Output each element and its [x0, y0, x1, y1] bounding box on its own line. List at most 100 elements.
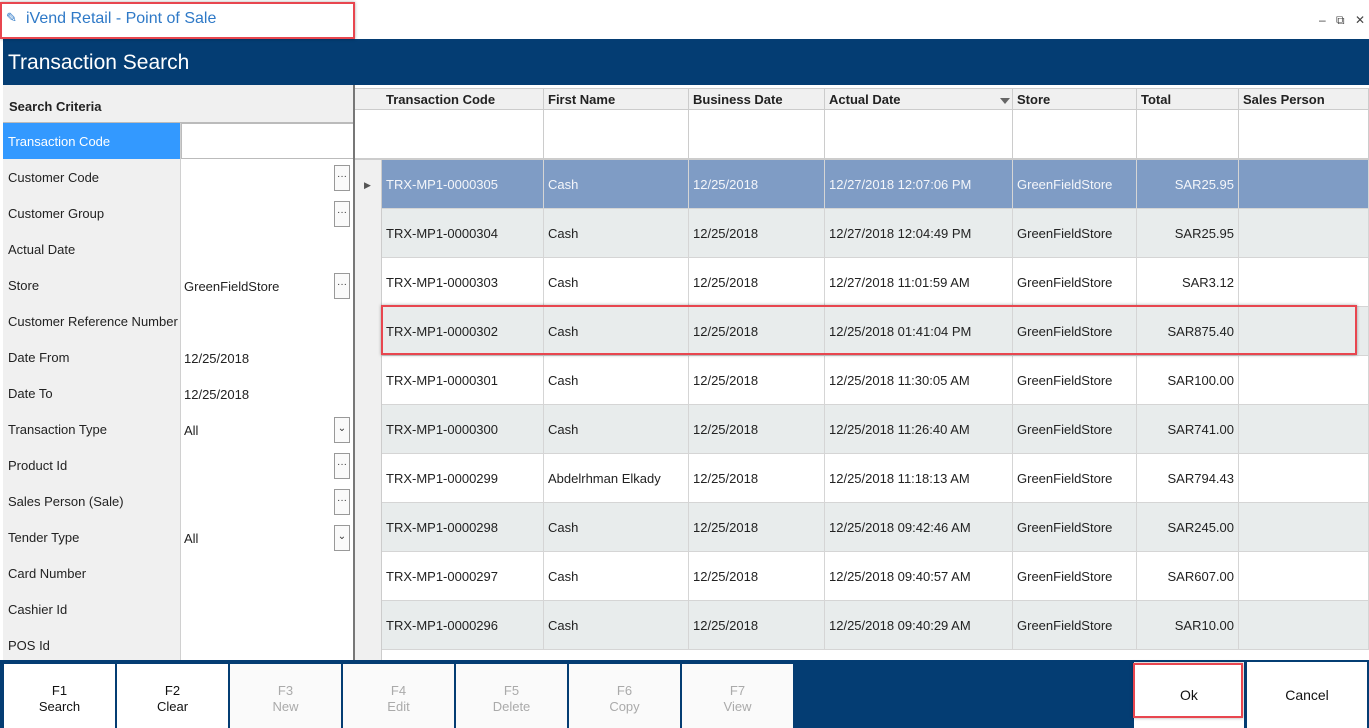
table-row[interactable]: TRX-MP1-0000302 Cash 12/25/2018 12/25/2018 …: [382, 307, 1369, 356]
customer-group-field[interactable]: [181, 195, 353, 231]
criteria-rows: Transaction Code Customer Code ··· Customer…: [3, 123, 353, 660]
store-field[interactable]: GreenFieldStore: [181, 267, 353, 303]
criteria-row: Transaction Code: [3, 123, 353, 159]
ellipsis-button[interactable]: ···: [334, 273, 350, 299]
new-button: F3 New: [230, 664, 341, 728]
function-button-label: Edit: [387, 699, 410, 714]
table-row[interactable]: TRX-MP1-0000299 Abdelrhman Elkady 12/25/20…: [382, 454, 1369, 503]
table-cell: [1239, 356, 1369, 405]
copy-button: F6 Copy: [569, 664, 680, 728]
table-cell: TRX-MP1-0000299: [382, 454, 544, 503]
table-cell: GreenFieldStore: [1013, 356, 1137, 405]
ellipsis-button[interactable]: ···: [334, 489, 350, 515]
transaction-type-field[interactable]: All: [181, 411, 353, 447]
table-row[interactable]: TRX-MP1-0000303 Cash 12/25/2018 12/27/2018 …: [382, 258, 1369, 307]
sales-person-sale-field[interactable]: [181, 483, 353, 519]
function-button-label: Clear: [156, 699, 189, 714]
filter-cell-actual-date[interactable]: [825, 110, 1013, 158]
table-row[interactable]: TRX-MP1-0000300 Cash 12/25/2018 12/25/2018 …: [382, 405, 1369, 454]
ellipsis-button[interactable]: ···: [334, 165, 350, 191]
table-cell: SAR3.12: [1137, 258, 1239, 307]
column-header-actual-date[interactable]: Actual Date: [825, 89, 1013, 111]
table-cell: GreenFieldStore: [1013, 209, 1137, 258]
product-id-field[interactable]: [181, 447, 353, 483]
table-row[interactable]: TRX-MP1-0000297 Cash 12/25/2018 12/25/2018 …: [382, 552, 1369, 601]
table-cell: 12/25/2018: [689, 307, 825, 356]
table-cell: 12/25/2018 11:30:05 AM: [825, 356, 1013, 405]
filter-cell-total[interactable]: [1137, 110, 1239, 158]
table-cell: Cash: [544, 552, 689, 601]
table-cell: TRX-MP1-0000304: [382, 209, 544, 258]
criteria-label-cashier-id: Cashier Id: [3, 591, 181, 627]
ellipsis-button[interactable]: ···: [334, 453, 350, 479]
table-cell: Cash: [544, 503, 689, 552]
date-from-field[interactable]: 12/25/2018: [181, 339, 353, 375]
filter-cell-store[interactable]: [1013, 110, 1137, 158]
criteria-row: Date To 12/25/2018: [3, 375, 353, 411]
column-header-first-name[interactable]: First Name: [544, 89, 689, 111]
table-cell: 12/25/2018 01:41:04 PM: [825, 307, 1013, 356]
page-title: Transaction Search: [8, 51, 190, 74]
criteria-label-store: Store: [3, 267, 181, 303]
function-button-label: View: [723, 699, 752, 714]
table-row[interactable]: TRX-MP1-0000305 Cash 12/25/2018 12/27/2018 …: [382, 160, 1369, 209]
criteria-row: Store GreenFieldStore ···: [3, 267, 353, 303]
column-header-store[interactable]: Store: [1013, 89, 1137, 111]
table-cell: TRX-MP1-0000305: [382, 160, 544, 209]
table-cell: [1239, 454, 1369, 503]
table-cell: [1239, 552, 1369, 601]
chevron-down-icon[interactable]: ⌄: [334, 417, 350, 443]
tender-type-field[interactable]: All: [181, 519, 353, 555]
criteria-row: Tender Type All ⌄: [3, 519, 353, 555]
cancel-button[interactable]: Cancel: [1247, 662, 1367, 728]
table-cell: TRX-MP1-0000298: [382, 503, 544, 552]
cashier-id-field[interactable]: [181, 591, 353, 627]
criteria-label-product-id: Product Id: [3, 447, 181, 483]
column-header-business-date[interactable]: Business Date: [689, 89, 825, 111]
filter-cell-sales-person[interactable]: [1239, 110, 1369, 158]
restore-button[interactable]: ⧉: [1336, 13, 1345, 27]
column-header-transaction-code[interactable]: Transaction Code: [382, 89, 544, 111]
table-row[interactable]: TRX-MP1-0000301 Cash 12/25/2018 12/25/2018 …: [382, 356, 1369, 405]
table-cell: SAR245.00: [1137, 503, 1239, 552]
criteria-label-customer-group: Customer Group: [3, 195, 181, 231]
table-cell: GreenFieldStore: [1013, 307, 1137, 356]
close-button[interactable]: ✕: [1355, 13, 1366, 27]
table-cell: 12/25/2018: [689, 405, 825, 454]
card-number-field[interactable]: [181, 555, 353, 591]
customer-code-field[interactable]: [181, 159, 353, 195]
row-highlight-box: [381, 305, 1357, 355]
function-key-label: F4: [390, 683, 407, 698]
function-button-label: Search: [38, 699, 81, 714]
date-to-field[interactable]: 12/25/2018: [181, 375, 353, 411]
criteria-row: Card Number: [3, 555, 353, 591]
table-cell: TRX-MP1-0000297: [382, 552, 544, 601]
function-button-label: Delete: [492, 699, 531, 714]
column-header-total[interactable]: Total: [1137, 89, 1239, 111]
clear-button[interactable]: F2 Clear: [117, 664, 228, 728]
table-row[interactable]: TRX-MP1-0000298 Cash 12/25/2018 12/25/2018 …: [382, 503, 1369, 552]
ellipsis-button[interactable]: ···: [334, 201, 350, 227]
filter-cell-business-date[interactable]: [689, 110, 825, 158]
transaction-code-field[interactable]: [181, 123, 353, 159]
table-cell: GreenFieldStore: [1013, 552, 1137, 601]
chevron-down-icon[interactable]: ⌄: [334, 525, 350, 551]
table-cell: [1239, 405, 1369, 454]
customer-reference-number-field[interactable]: [181, 303, 353, 339]
search-button[interactable]: F1 Search: [4, 664, 115, 728]
column-header-sales-person[interactable]: Sales Person: [1239, 89, 1369, 111]
table-cell: Cash: [544, 307, 689, 356]
table-cell: SAR100.00: [1137, 356, 1239, 405]
table-row[interactable]: TRX-MP1-0000296 Cash 12/25/2018 12/25/2018 …: [382, 601, 1369, 650]
criteria-row: Product Id ···: [3, 447, 353, 483]
table-cell: GreenFieldStore: [1013, 503, 1137, 552]
criteria-row: Customer Code ···: [3, 159, 353, 195]
filter-cell-transaction-code[interactable]: [382, 110, 544, 158]
minimize-button[interactable]: –: [1319, 13, 1326, 27]
table-row[interactable]: TRX-MP1-0000304 Cash 12/25/2018 12/27/2018 …: [382, 209, 1369, 258]
table-cell: Cash: [544, 209, 689, 258]
pos-id-field[interactable]: [181, 627, 353, 660]
actual-date-field[interactable]: [181, 231, 353, 267]
filter-cell-first-name[interactable]: [544, 110, 689, 158]
